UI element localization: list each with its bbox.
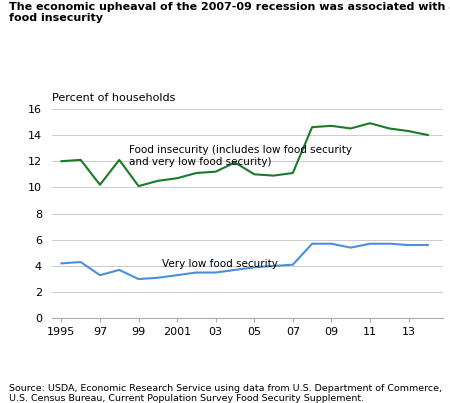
Text: Percent of households: Percent of households (52, 93, 175, 103)
Text: The economic upheaval of the 2007-09 recession was associated with an increase i: The economic upheaval of the 2007-09 rec… (9, 2, 450, 12)
Text: Very low food security: Very low food security (162, 259, 278, 269)
Text: food insecurity: food insecurity (9, 13, 103, 23)
Text: Source: USDA, Economic Research Service using data from U.S. Department of Comme: Source: USDA, Economic Research Service … (9, 384, 442, 403)
Text: Food insecurity (includes low food security
and very low food security): Food insecurity (includes low food secur… (129, 145, 352, 167)
